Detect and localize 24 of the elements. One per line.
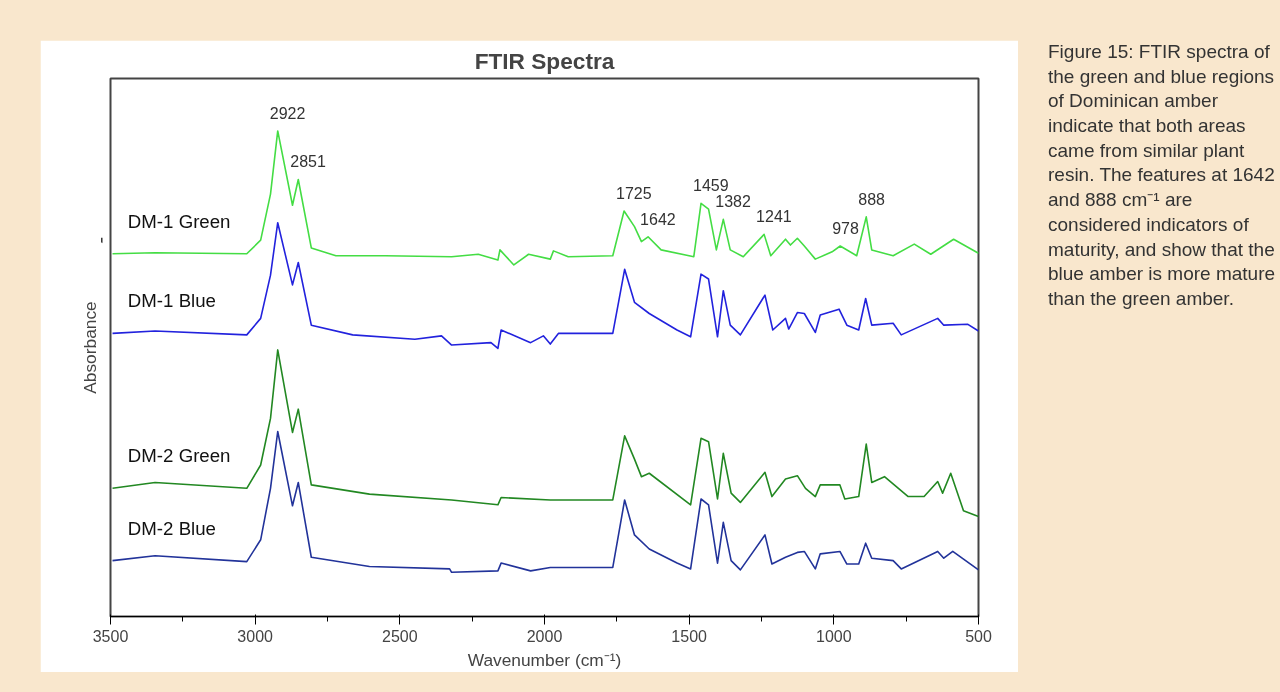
annotation: 888 [858, 190, 886, 208]
chart-title: FTIR Spectra [474, 47, 615, 74]
x-tick-label: 2000 [526, 627, 563, 645]
annotation: 978 [832, 220, 859, 238]
series-label: DM-1 Blue [127, 290, 216, 312]
x-tick-label: 1000 [816, 627, 852, 645]
x-tick-label: 1500 [671, 627, 708, 645]
annotation: 2851 [290, 153, 326, 171]
x-tick-label: 2500 [382, 627, 418, 645]
annotation: 1642 [640, 210, 676, 228]
annotation: 1725 [616, 185, 652, 203]
annotation: 2922 [269, 104, 306, 122]
x-tick-label: 3000 [237, 627, 274, 645]
annotation: 1459 [693, 177, 729, 195]
series-label: DM-2 Blue [127, 517, 216, 539]
x-tick-label: 3500 [92, 627, 129, 645]
annotation: 1382 [715, 193, 751, 211]
series-label: DM-2 Green [127, 445, 231, 467]
series-label: DM-1 Green [127, 210, 231, 232]
y-axis-title: Absorbance [79, 301, 100, 394]
annotation: 1241 [756, 208, 792, 226]
x-tick-label: 500 [965, 627, 992, 645]
text: Figure 15: FTIR spectra of the green and blue regions of Dominican amber indicate that both areas came from similar plant resin. The features at 1642 and 888 cm⁻¹ are considered indicators of maturity, and show that the blue amber is more mature than the green amber. [1048, 41, 1276, 309]
x-axis-title: Wavenumber (cm⁻¹) [467, 649, 622, 670]
